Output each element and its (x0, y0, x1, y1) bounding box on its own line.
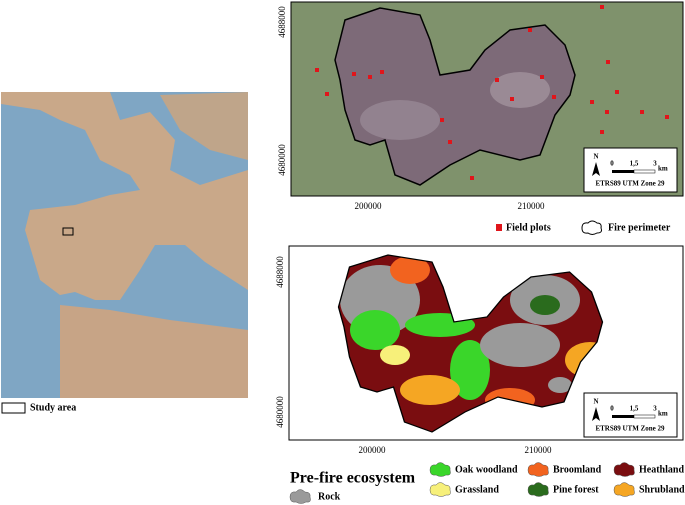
overview-map (1, 92, 248, 398)
legend-label: Rock (318, 491, 341, 502)
legend-label: Study area (30, 402, 76, 413)
scale-bar (633, 169, 656, 174)
legend-swatch (289, 489, 311, 504)
north-arrow (592, 162, 600, 176)
legend-label: Grassland (455, 484, 499, 495)
legend-label: Pine forest (553, 484, 599, 495)
scale-tick: 3 (653, 160, 657, 168)
legend-label: Fire perimeter (608, 222, 671, 233)
crs-label: ETRS89 UTM Zone 29 (595, 180, 665, 188)
scale-bar (612, 170, 655, 173)
north-label: N (593, 398, 598, 406)
north-label: N (593, 153, 598, 161)
scale-bar (612, 415, 655, 418)
x-label: 210000 (525, 445, 553, 455)
legend-label: Field plots (506, 222, 551, 233)
y-label: 4680000 (275, 396, 285, 428)
scale-tick: 1,5 (630, 405, 639, 413)
x-label: 210000 (518, 201, 546, 211)
scale-box: N 0 1,5 3km ETRS89 UTM Zone 29 (583, 392, 678, 438)
field-plots (315, 5, 669, 180)
x-label: 200000 (355, 201, 383, 211)
legend-swatch (496, 224, 502, 231)
scale-bar (633, 414, 656, 419)
legend-swatch (613, 462, 635, 477)
legend-label: Heathland (639, 464, 684, 475)
legend-swatch (429, 462, 451, 477)
legend-label: Shrubland (639, 484, 685, 495)
scale-tick: 1,5 (630, 160, 639, 168)
scale-box: N 0 1,5 3km ETRS89 UTM Zone 29 (583, 147, 678, 193)
scale-unit: km (658, 165, 668, 173)
scale-tick: 0 (610, 405, 614, 413)
crs-label: ETRS89 UTM Zone 29 (595, 425, 665, 433)
legend-swatch (1, 402, 26, 414)
north-arrow (592, 407, 600, 421)
legend-swatch (429, 482, 451, 497)
scale-tick: 0 (610, 160, 614, 168)
legend-swatch (581, 220, 602, 235)
legend-swatch (527, 482, 549, 497)
y-label: 4688000 (275, 256, 285, 288)
x-label: 200000 (359, 445, 387, 455)
legend-swatch (613, 482, 635, 497)
legend-title: Pre-fire ecosystem (290, 470, 416, 487)
legend: Oak woodland Broomland Heathland Grassland P… (289, 462, 685, 504)
y-label: 4688000 (277, 6, 287, 38)
scale-tick: 3 (653, 405, 657, 413)
y-label: 4680000 (277, 144, 287, 176)
legend-swatch (527, 462, 549, 477)
scale-unit: km (658, 410, 668, 418)
legend-label: Oak woodland (455, 464, 518, 475)
legend-label: Broomland (553, 464, 602, 475)
